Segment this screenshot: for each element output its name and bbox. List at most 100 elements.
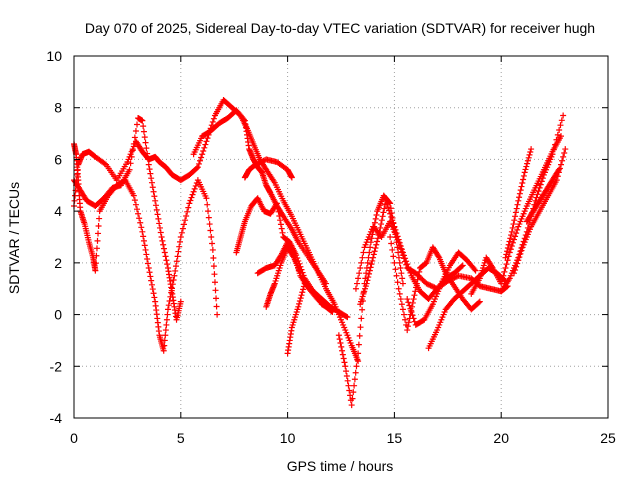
plus-marker — [363, 280, 370, 287]
plus-marker — [139, 228, 146, 235]
series-sat-d — [122, 177, 221, 354]
plus-marker — [553, 136, 560, 143]
plus-marker — [373, 212, 380, 219]
plus-marker — [203, 195, 210, 202]
plus-marker — [210, 115, 217, 122]
plus-marker — [172, 263, 179, 270]
plus-marker — [148, 277, 155, 284]
plus-marker — [348, 402, 355, 409]
plus-marker — [347, 392, 354, 399]
plus-marker — [143, 145, 150, 152]
plus-marker — [528, 146, 535, 153]
plus-marker — [343, 313, 350, 320]
plus-marker — [399, 306, 406, 313]
x-tick-label: 0 — [70, 430, 78, 446]
plus-marker — [508, 232, 515, 239]
plus-marker — [144, 260, 151, 267]
series-sat-g — [241, 156, 295, 181]
plus-marker — [343, 372, 350, 379]
plus-marker — [260, 157, 267, 164]
plus-marker — [140, 237, 147, 244]
y-tick-label: 10 — [46, 48, 62, 64]
plus-marker — [194, 164, 201, 171]
plus-marker — [364, 259, 371, 266]
plus-marker — [378, 221, 385, 228]
plus-marker — [157, 229, 164, 236]
plus-marker — [359, 306, 366, 313]
plus-marker — [210, 263, 217, 270]
plus-marker — [380, 209, 387, 216]
plus-marker — [297, 295, 304, 302]
plus-marker — [409, 312, 416, 319]
plus-marker — [413, 280, 420, 287]
x-tick-label: 25 — [600, 430, 616, 446]
plus-marker — [163, 316, 170, 323]
data-markers — [71, 96, 569, 409]
plus-marker — [352, 285, 359, 292]
plus-marker — [413, 284, 420, 291]
plus-marker — [209, 118, 216, 125]
plus-marker — [500, 272, 507, 279]
plus-marker — [558, 133, 565, 140]
plus-marker — [346, 387, 353, 394]
y-axis-label: SDTVAR / TECUs — [6, 182, 22, 294]
plus-marker — [161, 249, 168, 256]
plus-marker — [397, 265, 404, 272]
plus-marker — [165, 302, 172, 309]
x-tick-label: 20 — [493, 430, 509, 446]
plus-marker — [409, 299, 416, 306]
plus-marker — [508, 243, 515, 250]
plus-marker — [367, 264, 374, 271]
plus-marker — [405, 299, 412, 306]
plus-marker — [517, 187, 524, 194]
plus-marker — [167, 293, 174, 300]
plus-marker — [176, 238, 183, 245]
plus-marker — [94, 237, 101, 244]
plus-marker — [211, 279, 218, 286]
plus-marker — [95, 230, 102, 237]
plus-marker — [435, 253, 442, 260]
plus-marker — [279, 229, 286, 236]
plus-marker — [172, 267, 179, 274]
plus-marker — [512, 233, 519, 240]
plus-marker — [518, 247, 525, 254]
plus-marker — [508, 228, 515, 235]
plus-marker — [499, 276, 506, 283]
plus-marker — [506, 238, 513, 245]
plus-marker — [156, 220, 163, 227]
plus-marker — [414, 276, 421, 283]
plus-marker — [340, 355, 347, 362]
plus-marker — [163, 257, 170, 264]
plus-marker — [290, 253, 297, 260]
plus-marker — [353, 363, 360, 370]
plus-marker — [195, 160, 202, 167]
plus-marker — [356, 270, 363, 277]
plus-marker — [92, 260, 99, 267]
plus-marker — [257, 159, 264, 166]
plus-marker — [181, 221, 188, 228]
plus-marker — [401, 311, 408, 318]
plus-marker — [379, 213, 386, 220]
plus-marker — [410, 296, 417, 303]
plus-marker — [389, 246, 396, 253]
plus-marker — [193, 165, 200, 172]
plus-marker — [144, 156, 151, 163]
plus-marker — [408, 308, 415, 315]
plus-marker — [191, 185, 198, 192]
plus-marker — [452, 274, 459, 281]
plus-marker — [160, 241, 167, 248]
series-sat-q — [468, 133, 565, 297]
plus-marker — [549, 151, 556, 158]
plus-marker — [168, 285, 175, 292]
plus-marker — [275, 208, 282, 215]
x-tick-label: 10 — [280, 430, 296, 446]
plus-marker — [144, 255, 151, 262]
plus-marker — [552, 141, 559, 148]
plus-marker — [514, 226, 521, 233]
plus-marker — [557, 122, 564, 129]
plus-marker — [150, 188, 157, 195]
plus-marker — [338, 343, 345, 350]
plus-marker — [278, 225, 285, 232]
plus-marker — [407, 305, 414, 312]
